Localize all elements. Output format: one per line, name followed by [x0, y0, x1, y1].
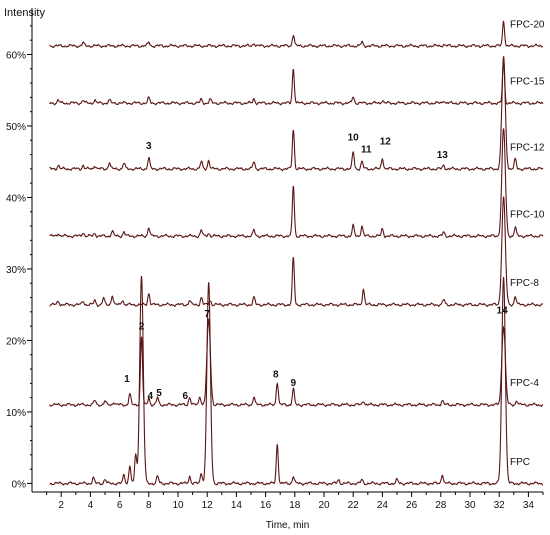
peak-label: 4 — [147, 391, 153, 402]
trace-fpc-8 — [49, 196, 544, 308]
y-tick-label: 50% — [6, 122, 26, 133]
peak-label: 7 — [204, 309, 210, 320]
trace-fpc-10 — [49, 128, 544, 239]
y-tick-label: 20% — [6, 336, 26, 347]
trace-fpc-15 — [49, 56, 544, 106]
x-tick-label: 8 — [146, 500, 152, 511]
peak-label: 3 — [146, 141, 152, 152]
trace-label: FPC-20 — [510, 19, 545, 30]
traces — [49, 20, 544, 486]
peak-label: 14 — [497, 305, 509, 316]
axes: 2 4 6 8 10 12 14 16 18 20 22 24 26 28 30 32 340%10%20%30… — [6, 8, 544, 511]
peak-label: 9 — [291, 378, 297, 389]
x-tick-label: 18 — [289, 500, 301, 511]
y-axis-label: Intensity — [4, 7, 45, 19]
y-tick-label: 10% — [6, 408, 26, 419]
x-tick-label: 6 — [117, 500, 123, 511]
y-tick-label: 40% — [6, 193, 26, 204]
x-tick-label: 28 — [435, 500, 447, 511]
labels: FPCFPC-4FPC-8FPC-10FPC-12FPC-15FPC-20123… — [124, 19, 545, 468]
y-tick-label: 60% — [6, 50, 26, 61]
x-tick-label: 14 — [231, 500, 243, 511]
peak-label: 5 — [156, 388, 162, 399]
peak-label: 12 — [380, 137, 392, 148]
x-tick-label: 34 — [523, 500, 535, 511]
x-tick-label: 2 — [58, 500, 64, 511]
x-tick-label: 26 — [406, 500, 418, 511]
x-tick-label: 32 — [494, 500, 506, 511]
y-tick-label: 30% — [6, 265, 26, 276]
x-tick-label: 24 — [377, 500, 389, 511]
trace-label: FPC-15 — [510, 76, 545, 87]
trace-fpc — [49, 275, 544, 486]
trace-fpc-20 — [49, 20, 544, 49]
x-tick-label: 12 — [202, 500, 214, 511]
trace-label: FPC-10 — [510, 209, 545, 220]
y-tick-label: 0% — [12, 479, 27, 490]
trace-label: FPC-4 — [510, 378, 539, 389]
peak-label: 8 — [273, 370, 279, 381]
x-tick-label: 4 — [88, 500, 94, 511]
x-tick-label: 16 — [260, 500, 272, 511]
x-tick-label: 22 — [348, 500, 360, 511]
peak-label: 10 — [348, 132, 360, 143]
trace-label: FPC — [510, 457, 530, 468]
peak-label: 11 — [361, 144, 372, 155]
trace-label: FPC-12 — [510, 142, 545, 153]
trace-fpc-4 — [49, 317, 544, 408]
x-tick-label: 10 — [172, 500, 184, 511]
x-tick-label: 20 — [318, 500, 330, 511]
x-axis-label: Time, min — [266, 520, 310, 531]
trace-fpc-12 — [49, 60, 544, 172]
peak-label: 1 — [124, 374, 130, 385]
peak-label: 6 — [183, 391, 189, 402]
trace-label: FPC-8 — [510, 278, 539, 289]
peak-label: 2 — [139, 322, 145, 333]
peak-label: 13 — [437, 150, 449, 161]
x-tick-label: 30 — [464, 500, 476, 511]
